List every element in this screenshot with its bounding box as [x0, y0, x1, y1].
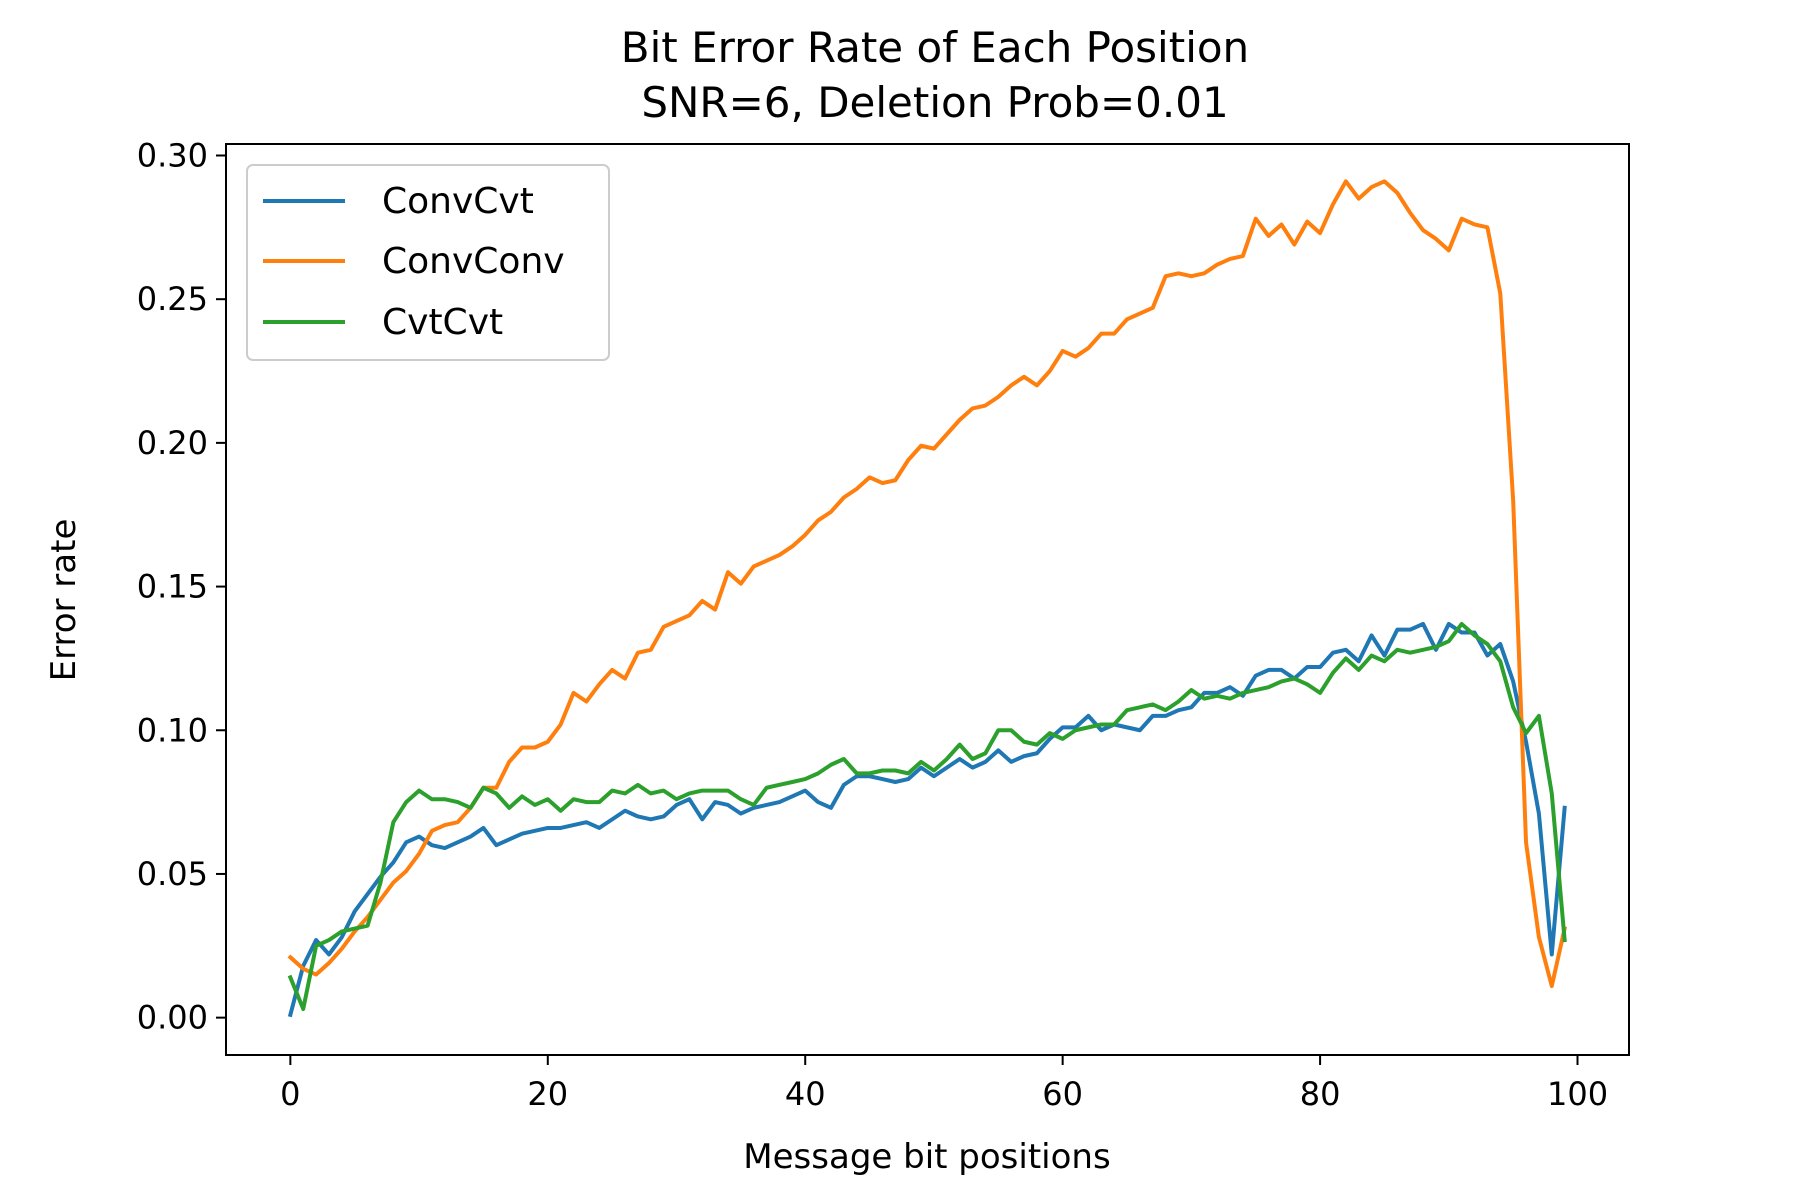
legend-label-convconv: ConvConv: [382, 241, 565, 282]
chart-title: Bit Error Rate of Each Position: [621, 23, 1249, 72]
x-tick-label: 100: [1547, 1075, 1608, 1113]
legend-label-cvtcvt: CvtCvt: [382, 302, 503, 343]
y-tick-label: 0.25: [137, 280, 208, 318]
legend-box: [246, 164, 610, 361]
y-tick-label: 0.30: [137, 136, 208, 174]
y-tick-label: 0.20: [137, 424, 208, 462]
legend-label-convcvt: ConvCvt: [382, 181, 534, 222]
y-axis: 0.00 0.05 0.10 0.15 0.20 0.25 0.30: [137, 136, 226, 1037]
plot-frame: [225, 143, 1630, 1056]
y-tick-label: 0.00: [137, 999, 208, 1037]
y-tick-label: 0.05: [137, 855, 208, 893]
chart-subtitle: SNR=6, Deletion Prob=0.01: [641, 78, 1228, 127]
x-tick-label: 80: [1300, 1075, 1341, 1113]
x-tick-label: 40: [785, 1075, 826, 1113]
x-axis-label: Message bit positions: [743, 1137, 1110, 1177]
x-tick-label: 20: [527, 1075, 568, 1113]
x-tick-label: 0: [280, 1075, 300, 1113]
legend: ConvCvt ConvConv CvtCvt: [246, 164, 610, 361]
y-axis-label: Error rate: [44, 519, 84, 682]
x-axis: 0 20 40 60 80 100: [280, 1055, 1608, 1113]
series-line-cvtcvt: [287, 621, 1567, 1012]
series-line-convcvt: [287, 621, 1567, 1018]
series-line-convconv: [287, 179, 1568, 989]
y-tick-label: 0.10: [137, 711, 208, 749]
x-tick-label: 60: [1042, 1075, 1083, 1113]
series-layer: [287, 179, 1568, 1018]
y-tick-label: 0.15: [137, 568, 208, 606]
